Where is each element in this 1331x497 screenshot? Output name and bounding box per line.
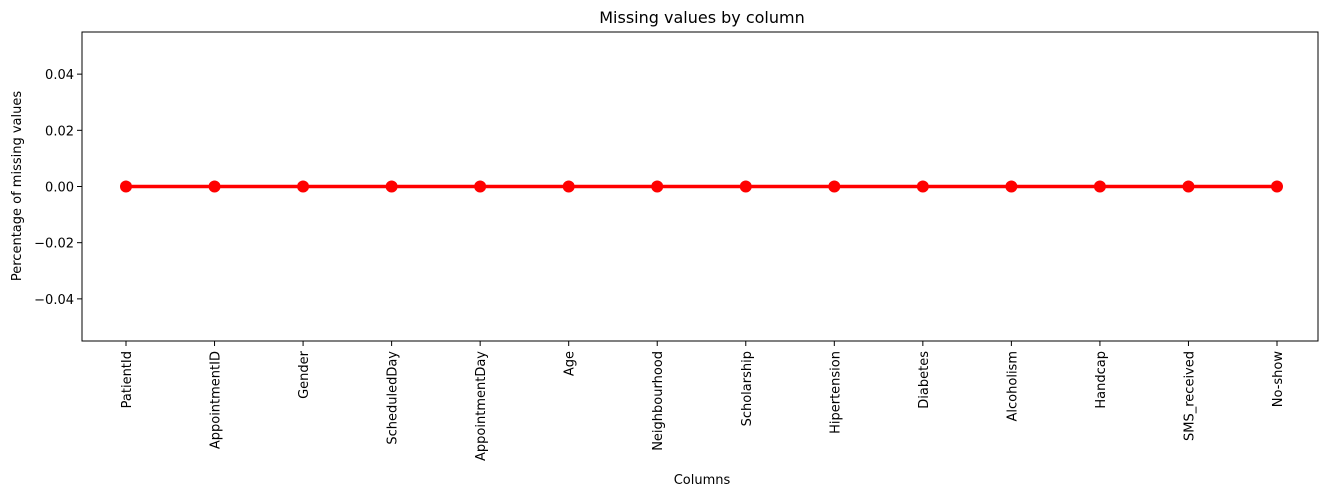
x-tick-label: Gender — [297, 350, 312, 399]
data-point — [562, 180, 575, 193]
x-tick-label: ScheduledDay — [386, 351, 401, 445]
data-point — [651, 180, 664, 193]
y-tick-label: −0.04 — [34, 293, 74, 308]
x-axis-label: Columns — [674, 473, 731, 488]
y-tick-label: 0.02 — [45, 124, 74, 139]
series-group — [120, 180, 1283, 193]
x-tick-label: Neighbourhood — [651, 351, 666, 451]
data-point — [739, 180, 752, 193]
x-tick-label: AppointmentID — [209, 351, 224, 449]
x-tick-label: AppointmentDay — [474, 351, 489, 461]
data-point — [208, 180, 221, 193]
y-tick-label: −0.02 — [34, 237, 74, 252]
x-axis: PatientId AppointmentID Gender ScheduledDay… — [120, 341, 1286, 461]
x-tick-label: Scholarship — [740, 351, 755, 426]
x-tick-label: Hipertension — [828, 351, 843, 434]
data-point — [828, 180, 841, 193]
y-axis-label: Percentage of missing values — [10, 91, 25, 281]
x-tick-label: Age — [563, 351, 578, 376]
y-tick-label: 0.00 — [45, 181, 74, 196]
data-point — [297, 180, 310, 193]
data-point — [1005, 180, 1018, 193]
data-point — [385, 180, 398, 193]
y-tick-label: 0.04 — [45, 68, 74, 83]
x-tick-label: Handcap — [1094, 351, 1109, 409]
data-point — [1182, 180, 1195, 193]
x-tick-label: SMS_received — [1182, 351, 1197, 441]
data-point — [1093, 180, 1106, 193]
x-tick-label: PatientId — [120, 351, 135, 408]
x-tick-label: Alcoholism — [1005, 351, 1020, 421]
chart-title: Missing values by column — [599, 8, 804, 27]
y-axis: −0.04 −0.02 0.00 0.02 0.04 — [34, 68, 82, 308]
data-point — [474, 180, 487, 193]
data-point — [916, 180, 929, 193]
x-tick-label: No-show — [1271, 351, 1286, 408]
x-tick-label: Diabetes — [917, 351, 932, 409]
data-point — [120, 180, 132, 193]
data-point — [1271, 180, 1283, 193]
